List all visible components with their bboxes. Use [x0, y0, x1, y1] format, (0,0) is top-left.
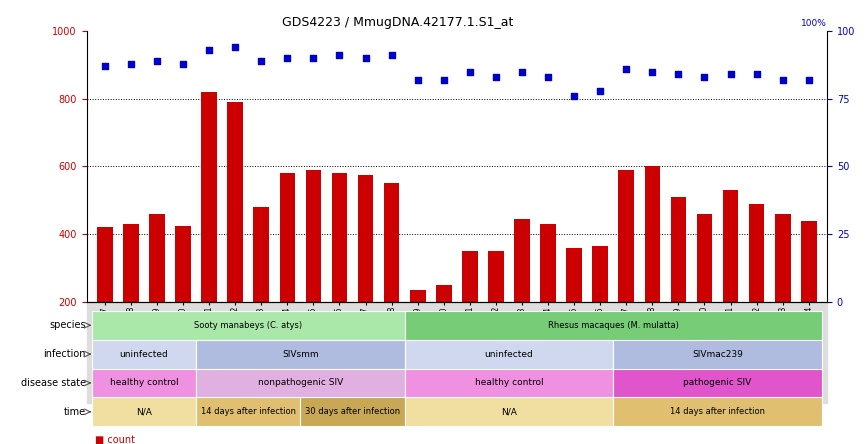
- Point: [619, 65, 633, 72]
- Bar: [670, 197, 686, 370]
- Bar: [540, 224, 556, 370]
- Bar: [175, 226, 191, 370]
- Point: [515, 68, 529, 75]
- Point: [281, 55, 294, 62]
- Point: [436, 76, 450, 83]
- Bar: [301, 397, 404, 426]
- Bar: [613, 397, 822, 426]
- Bar: [92, 311, 404, 340]
- Bar: [280, 173, 295, 370]
- Point: [307, 55, 320, 62]
- Bar: [410, 290, 425, 370]
- Point: [567, 92, 581, 99]
- Bar: [254, 207, 269, 370]
- Bar: [404, 311, 822, 340]
- Bar: [149, 214, 165, 370]
- Title: GDS4223 / MmugDNA.42177.1.S1_at: GDS4223 / MmugDNA.42177.1.S1_at: [282, 16, 514, 28]
- Point: [150, 57, 164, 64]
- Bar: [592, 246, 608, 370]
- Text: 14 days after infection: 14 days after infection: [201, 407, 296, 416]
- Point: [255, 57, 268, 64]
- Bar: [566, 248, 582, 370]
- Text: N/A: N/A: [501, 407, 517, 416]
- Bar: [801, 221, 817, 370]
- Point: [776, 76, 790, 83]
- Bar: [196, 369, 404, 397]
- Bar: [613, 340, 822, 369]
- Text: pathogenic SIV: pathogenic SIV: [683, 378, 752, 388]
- Text: disease state: disease state: [21, 378, 86, 388]
- Point: [671, 71, 685, 78]
- Bar: [436, 285, 451, 370]
- Point: [463, 68, 477, 75]
- Point: [750, 71, 764, 78]
- Bar: [514, 219, 530, 370]
- Point: [802, 76, 816, 83]
- Text: healthy control: healthy control: [475, 378, 543, 388]
- Point: [645, 68, 659, 75]
- Point: [489, 74, 503, 81]
- Bar: [306, 170, 321, 370]
- Text: 30 days after infection: 30 days after infection: [305, 407, 400, 416]
- Bar: [97, 227, 113, 370]
- Bar: [201, 92, 217, 370]
- Bar: [696, 214, 713, 370]
- Text: 14 days after infection: 14 days after infection: [670, 407, 765, 416]
- Point: [202, 47, 216, 54]
- Bar: [613, 369, 822, 397]
- Text: nonpathogenic SIV: nonpathogenic SIV: [258, 378, 343, 388]
- Text: Rhesus macaques (M. mulatta): Rhesus macaques (M. mulatta): [548, 321, 679, 330]
- Point: [593, 87, 607, 94]
- Point: [333, 52, 346, 59]
- Text: ■ count: ■ count: [95, 435, 135, 444]
- Bar: [332, 173, 347, 370]
- Bar: [87, 302, 827, 404]
- Bar: [404, 397, 613, 426]
- Bar: [123, 224, 139, 370]
- Text: Sooty manabeys (C. atys): Sooty manabeys (C. atys): [194, 321, 302, 330]
- Bar: [196, 397, 301, 426]
- Bar: [92, 340, 196, 369]
- Text: time: time: [64, 407, 86, 417]
- Text: healthy control: healthy control: [110, 378, 178, 388]
- Text: 100%: 100%: [801, 20, 827, 28]
- Bar: [92, 397, 196, 426]
- Bar: [488, 251, 504, 370]
- Bar: [92, 369, 196, 397]
- Text: SIVmac239: SIVmac239: [692, 349, 743, 359]
- Bar: [384, 183, 399, 370]
- Bar: [404, 340, 613, 369]
- Bar: [749, 204, 765, 370]
- Text: species: species: [49, 320, 86, 330]
- Bar: [404, 369, 613, 397]
- Point: [698, 74, 712, 81]
- Point: [385, 52, 398, 59]
- Bar: [644, 166, 660, 370]
- Point: [124, 60, 138, 67]
- Text: uninfected: uninfected: [485, 349, 533, 359]
- Point: [724, 71, 738, 78]
- Text: SIVsmm: SIVsmm: [282, 349, 319, 359]
- Bar: [775, 214, 791, 370]
- Point: [176, 60, 190, 67]
- Bar: [462, 251, 478, 370]
- Point: [229, 44, 242, 51]
- Bar: [723, 190, 739, 370]
- Point: [541, 74, 555, 81]
- Text: infection: infection: [43, 349, 86, 359]
- Text: uninfected: uninfected: [120, 349, 168, 359]
- Text: N/A: N/A: [136, 407, 152, 416]
- Point: [98, 63, 112, 70]
- Point: [410, 76, 424, 83]
- Point: [359, 55, 372, 62]
- Bar: [196, 340, 404, 369]
- Bar: [358, 175, 373, 370]
- Bar: [618, 170, 634, 370]
- Bar: [228, 102, 243, 370]
